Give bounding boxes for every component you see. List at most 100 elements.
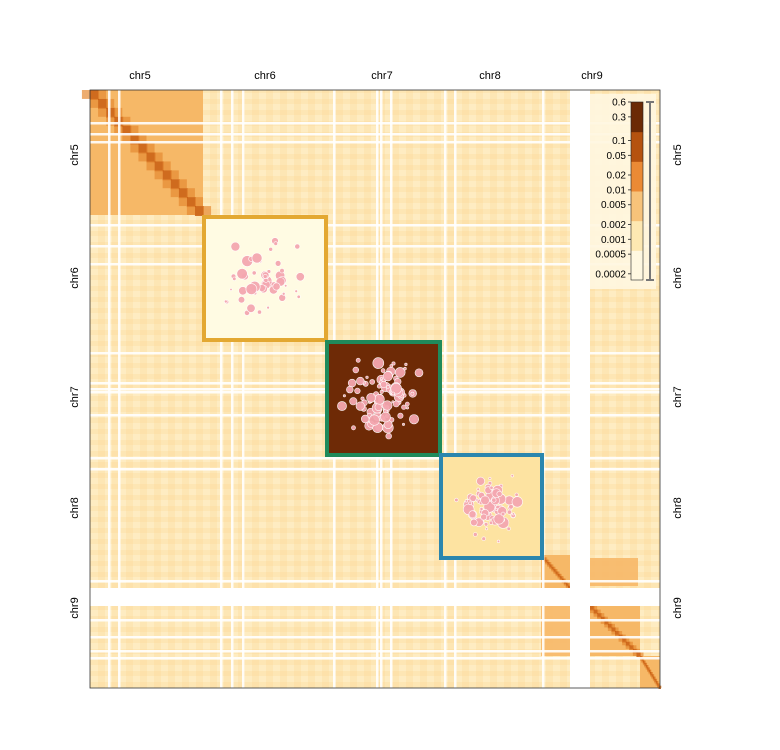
- scatter-point: [368, 414, 380, 426]
- colorbar-tick-label: 0.01: [607, 185, 627, 196]
- left-label-chr5: chr5: [69, 144, 81, 165]
- dropout-row-line: [90, 580, 660, 583]
- colorbar-legend: 0.6 0.3 0.1 0.05 0.02 0.01 0.005 0.002 0.001 0.00…: [590, 94, 656, 289]
- scatter-point: [508, 504, 514, 510]
- scatter-point: [464, 499, 469, 503]
- blank-column-gap: [570, 90, 590, 688]
- scatter-point: [337, 401, 347, 411]
- dropout-row-line: [90, 650, 660, 653]
- scatter-point: [480, 513, 488, 521]
- scatter-point: [404, 401, 410, 407]
- top-label-chr5: chr5: [129, 70, 150, 82]
- scatter-point: [279, 268, 285, 274]
- scatter-point: [496, 490, 503, 497]
- scatter-point: [468, 501, 472, 506]
- scatter-point: [349, 397, 358, 406]
- scatter-point: [454, 497, 459, 503]
- scatter-point: [401, 404, 407, 410]
- left-label-chr8: chr8: [69, 497, 81, 518]
- top-label-chr6: chr6: [254, 70, 275, 82]
- scatter-point: [404, 362, 408, 367]
- colorbar-tick-label: 0.0002: [595, 269, 626, 280]
- plot-frame: [89, 89, 661, 689]
- highlight-border-chr6: [202, 215, 328, 342]
- scatter-point: [372, 357, 385, 369]
- scatter-point: [262, 273, 268, 279]
- colorbar-tick-label: 0.0005: [595, 250, 626, 261]
- scatter-point: [397, 412, 404, 419]
- colorbar-segment: [631, 220, 643, 251]
- scatter-point: [237, 296, 246, 304]
- scatter-point: [506, 526, 511, 531]
- scatter-point: [511, 496, 523, 508]
- scatter-point: [514, 492, 519, 497]
- scatter-point: [475, 498, 479, 502]
- scatter-point: [281, 291, 286, 296]
- scatter-point: [360, 396, 365, 401]
- highlight-box-chr6: [202, 215, 328, 342]
- scatter-point: [351, 425, 356, 431]
- colorbar-segment: [631, 250, 643, 281]
- dropout-row-line: [90, 657, 660, 660]
- highlight-box-chr8: [439, 453, 544, 560]
- scatter-point: [274, 260, 282, 267]
- top-label-chr9: chr9: [581, 70, 602, 82]
- dropout-row-line: [90, 457, 660, 460]
- scatter-point: [480, 495, 490, 505]
- right-label-chr7: chr7: [672, 386, 684, 407]
- highlight-border-chr7: [325, 340, 442, 457]
- colorbar-tick-label: 0.1: [612, 136, 626, 147]
- scatter-point: [379, 389, 384, 394]
- scatter-point: [230, 241, 241, 252]
- colorbar-tick-label: 0.005: [601, 200, 626, 211]
- scatter-point: [229, 287, 233, 291]
- dropout-row-line: [90, 133, 660, 136]
- right-label-chr6: chr6: [672, 267, 684, 288]
- scatter-point: [379, 377, 383, 381]
- scatter-point: [391, 391, 396, 396]
- scatter-point: [382, 400, 393, 411]
- colorbar-segment: [631, 102, 643, 133]
- scatter-point: [295, 272, 305, 282]
- scatter-point: [232, 276, 237, 281]
- scatter-point: [224, 299, 228, 304]
- scatter-point: [408, 414, 419, 425]
- left-label-chr6: chr6: [69, 267, 81, 288]
- scatter-point: [481, 536, 486, 541]
- scatter-point: [361, 414, 370, 424]
- scatter-point: [405, 406, 410, 410]
- scatter-point: [496, 539, 501, 544]
- scatter-point: [272, 282, 281, 291]
- scatter-point: [355, 401, 365, 411]
- scatter-point: [278, 293, 287, 302]
- colorbar-tick-label: 0.6: [612, 98, 626, 109]
- right-label-chr9: chr9: [672, 597, 684, 618]
- scatter-point: [294, 289, 298, 293]
- highlight-border-chr8: [439, 453, 544, 560]
- dropout-row-line: [90, 619, 660, 622]
- chr9-diagonal-block: [586, 606, 644, 657]
- dropout-row-line: [90, 468, 660, 471]
- scatter-point: [268, 247, 274, 252]
- colorbar-tick-label: 0.002: [601, 220, 626, 231]
- colorbar-tick-label: 0.05: [607, 151, 627, 162]
- colorbar-segment: [631, 191, 643, 222]
- left-label-chr9: chr9: [69, 597, 81, 618]
- dropout-row-line: [90, 224, 660, 227]
- scatter-point: [380, 368, 386, 373]
- scatter-point: [390, 383, 402, 395]
- scatter-point: [354, 387, 361, 395]
- colorbar-range-bracket: [646, 101, 654, 281]
- scatter-point: [365, 375, 369, 379]
- scatter-point: [468, 510, 477, 519]
- scatter-point: [414, 368, 424, 378]
- scatter-point: [483, 522, 489, 527]
- scatter-point: [500, 511, 506, 517]
- scatter-point: [469, 494, 477, 502]
- right-label-chr8: chr8: [672, 497, 684, 518]
- scatter-point: [489, 485, 494, 490]
- scatter-point: [491, 497, 497, 503]
- scatter-point: [374, 393, 385, 405]
- scatter-point: [382, 371, 393, 382]
